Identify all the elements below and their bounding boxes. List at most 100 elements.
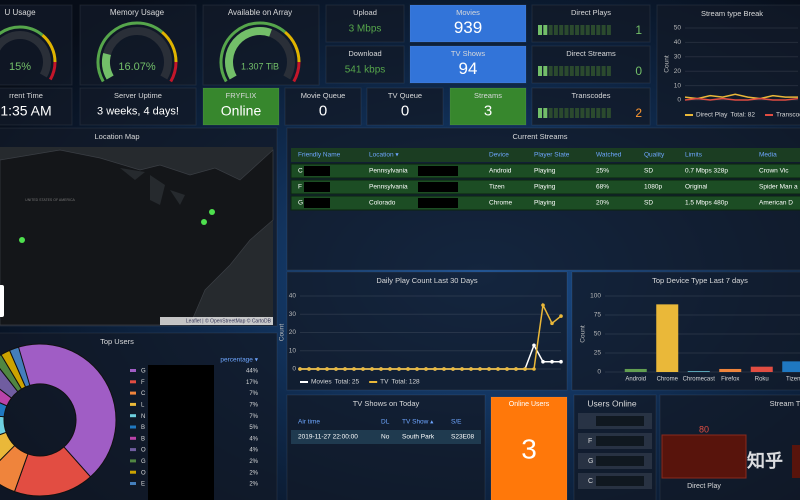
line-point <box>550 359 554 364</box>
table-header-cell: Quality <box>644 152 665 159</box>
bar-segment <box>580 108 585 118</box>
table-cell: Pennsylvania <box>369 168 408 175</box>
line-point <box>352 367 356 371</box>
legend-value: 4% <box>249 436 258 442</box>
line-point <box>307 367 311 371</box>
legend-swatch <box>130 369 136 372</box>
legend-label: Direct Play <box>696 112 728 119</box>
line-point <box>514 367 518 371</box>
stat-title: Movie Queue <box>301 91 346 100</box>
bar <box>661 434 747 479</box>
bar-segment <box>591 108 595 118</box>
panel <box>656 4 800 126</box>
watermark: 知乎 <box>747 450 783 471</box>
line-point <box>415 367 419 371</box>
redaction <box>596 416 644 426</box>
bar-segment <box>601 108 606 118</box>
line-point <box>532 367 536 371</box>
table-cell: Spider Man a <box>759 184 798 191</box>
legend-name: O <box>141 448 146 454</box>
gauge-title: Memory Usage <box>110 8 165 17</box>
stat-title: FRYFLIX <box>226 91 257 100</box>
map-land <box>0 149 274 326</box>
y-tick-label: 10 <box>674 82 682 89</box>
legend-label: Transcode <box>776 112 800 119</box>
redaction <box>304 182 330 192</box>
x-tick-label: Android <box>625 377 646 383</box>
legend-value: 44% <box>246 369 259 375</box>
gauge-value: 1.307 TiB <box>241 61 279 71</box>
table-cell: 1.5 Mbps 480p <box>685 200 728 207</box>
bar <box>782 361 800 372</box>
bar-segment <box>596 25 601 35</box>
table-header-cell: S/E <box>451 419 462 426</box>
line-point <box>541 303 545 307</box>
table-header-cell: Watched <box>596 152 622 159</box>
table-cell: Chrome <box>489 200 513 207</box>
x-tick-label: Tizen <box>786 377 800 383</box>
panel-title: Top Users <box>100 337 134 346</box>
y-tick-label: 20 <box>289 329 297 336</box>
line-series <box>684 93 798 100</box>
legend-swatch <box>130 448 136 452</box>
bar-segment <box>564 25 569 35</box>
bar <box>792 445 800 478</box>
line-point <box>298 367 302 371</box>
bar-segment <box>606 108 611 118</box>
gauge-threshold <box>169 61 178 83</box>
table-cell: S23E08 <box>451 434 475 441</box>
stat-value: 3 weeks, 4 days! <box>97 106 179 118</box>
gauge-threshold <box>96 21 164 83</box>
legend-swatch <box>130 414 136 418</box>
panel-title: Stream T <box>770 399 800 408</box>
redaction <box>304 198 330 208</box>
table-row <box>291 430 481 444</box>
y-tick-label: 40 <box>674 39 682 46</box>
location-marker <box>209 209 215 215</box>
legend-value: 5% <box>249 425 258 431</box>
line-point <box>316 367 320 371</box>
bar-segment <box>596 108 601 118</box>
y-tick-label: 30 <box>674 54 682 61</box>
panel <box>202 87 280 126</box>
bar-segment <box>585 108 590 118</box>
legend-name: B <box>141 436 145 442</box>
redaction <box>596 436 644 446</box>
bar-segment <box>569 25 574 35</box>
table-cell: American D <box>759 200 793 207</box>
table-header-cell: Device <box>489 152 509 159</box>
gauge-fill <box>225 27 272 80</box>
table-cell: Playing <box>534 184 556 191</box>
y-tick-label: 25 <box>594 350 602 357</box>
stat-value: 0 <box>635 64 642 78</box>
y-axis-label: Count <box>279 324 286 342</box>
table-cell: South Park <box>402 434 435 441</box>
legend-value: 2% <box>249 482 258 488</box>
redaction <box>418 166 458 176</box>
map-label: UNITED STATES OF AMERICA <box>25 198 75 202</box>
line-point <box>442 367 446 371</box>
bar-segment <box>548 108 553 118</box>
panel <box>409 4 527 43</box>
table-cell: 25% <box>596 168 609 175</box>
table-header-cell: Friendly Name <box>298 152 341 159</box>
bar-segment <box>559 25 564 35</box>
x-tick-label: Direct Play <box>687 483 721 490</box>
line-point <box>559 314 563 318</box>
bar-segment <box>569 66 574 76</box>
line-point <box>550 321 554 326</box>
x-tick-label: Roku <box>755 377 769 383</box>
panel <box>79 4 197 86</box>
legend-name: C <box>141 391 146 397</box>
y-tick-label: 50 <box>594 331 602 338</box>
bar-segment <box>538 25 542 35</box>
line-series <box>684 97 799 101</box>
stat-title: Movies <box>456 8 480 17</box>
stat-title: Download <box>348 49 381 58</box>
legend-label: TV <box>380 379 389 386</box>
bar-segment <box>553 25 558 35</box>
bar-value-label: 80 <box>699 424 709 434</box>
gauge-threshold <box>161 30 178 63</box>
table-header-cell: DL <box>381 419 390 426</box>
